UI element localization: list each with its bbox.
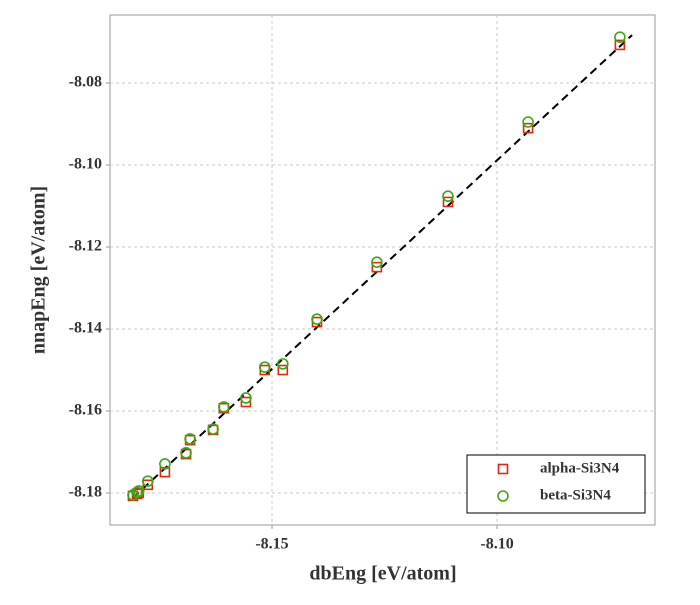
point (184, 433, 196, 445)
point (159, 458, 171, 470)
y-tick-label: -8.14 (69, 320, 102, 337)
point (159, 466, 171, 478)
plot-area (109, 14, 656, 526)
y-tick-label: -8.10 (69, 156, 102, 173)
point (522, 122, 534, 134)
x-axis-label: dbEng [eV/atom] (309, 563, 456, 585)
point (133, 485, 145, 497)
y-tick-label: -8.12 (69, 238, 102, 255)
point (311, 313, 323, 325)
point (371, 261, 383, 273)
point (442, 196, 454, 208)
reference-line (132, 34, 633, 499)
point (142, 475, 154, 487)
point (277, 364, 289, 376)
legend-box (466, 454, 646, 514)
point (522, 116, 534, 128)
point (442, 190, 454, 203)
point (180, 447, 192, 459)
point (614, 39, 626, 51)
point (614, 31, 626, 43)
point (131, 486, 143, 499)
point (142, 479, 154, 491)
point (240, 396, 252, 408)
point (277, 358, 289, 370)
point (259, 361, 271, 373)
point (207, 423, 219, 435)
point (218, 401, 230, 413)
x-tick-label: -8.10 (480, 536, 513, 553)
legend-marker (497, 463, 509, 475)
x-tick-label: -8.15 (255, 536, 288, 553)
y-axis-label: nnapEng [eV/atom] (28, 186, 50, 354)
y-tick-label: -8.18 (69, 484, 102, 501)
legend-label: beta-Si3N4 (540, 487, 611, 503)
point (371, 256, 383, 269)
y-tick-label: -8.16 (69, 402, 102, 419)
legend-label: alpha-Si3N4 (540, 460, 620, 476)
point (240, 392, 252, 404)
legend-marker (497, 490, 509, 502)
y-tick-label: -8.08 (69, 74, 102, 91)
